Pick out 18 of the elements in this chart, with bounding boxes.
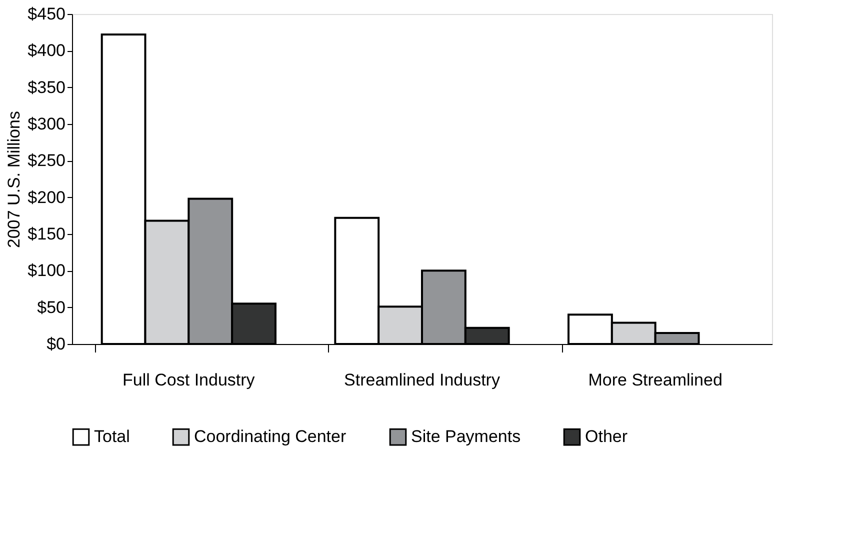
y-tick-label: $200 [28,188,66,207]
x-tick-label: Full Cost Industry [122,370,256,390]
y-tick-label: $150 [28,224,66,244]
y-tick-label: $0 [46,334,66,354]
legend-label: Coordinating Center [194,427,346,446]
x-tick-label: More Streamlined [588,370,722,390]
legend-label: Total [94,427,130,446]
y-axis-title: 2007 U.S. Millions [4,110,24,248]
y-tick-label: $450 [28,4,66,24]
x-tick-label: Streamlined Industry [344,370,500,390]
y-tick-label: $100 [28,261,66,280]
y-tick-label: $400 [28,41,66,60]
y-tick-label: $350 [28,78,66,97]
y-tick-label: $300 [28,114,66,134]
legend-label: Other [585,427,628,446]
legend-label: Site Payments [411,427,521,446]
y-tick-label: $50 [37,298,66,317]
y-tick-label: $250 [28,151,66,170]
